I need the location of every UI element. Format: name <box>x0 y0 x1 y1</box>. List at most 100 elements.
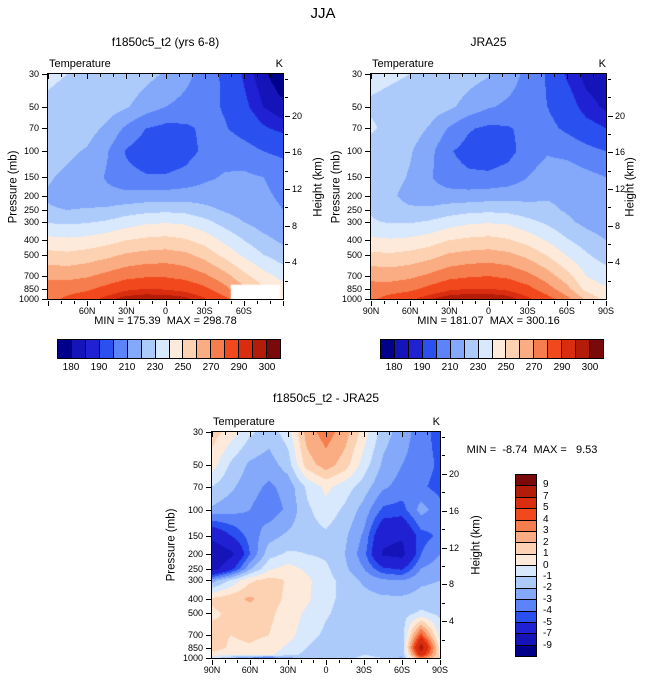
latitude-tick <box>256 74 258 77</box>
colorbar-box <box>127 340 142 358</box>
latitude-tick <box>100 74 102 77</box>
latitude-tick <box>300 659 302 663</box>
height-tick-label: 20 <box>292 110 303 121</box>
height-tick <box>284 115 290 117</box>
pressure-tick <box>205 535 211 537</box>
latitude-tick <box>423 300 425 304</box>
colorbar-box <box>516 475 536 487</box>
colorbar-box <box>71 340 86 358</box>
height-tick-label: 4 <box>292 257 298 268</box>
pressure-tick <box>205 568 211 570</box>
colorbar-box <box>422 340 437 358</box>
height-axis-title: Height (km) <box>470 515 483 575</box>
latitude-tick <box>243 74 245 79</box>
height-tick <box>284 262 290 264</box>
latitude-tick <box>313 659 315 663</box>
colorbar-label: 190 <box>90 362 108 373</box>
latitude-tick <box>592 300 594 304</box>
pressure-tick-label: 100 <box>346 146 362 157</box>
latitude-tick <box>338 432 340 435</box>
field-label: Temperature <box>49 58 111 70</box>
latitude-tick <box>178 300 180 304</box>
latitude-tick <box>288 432 289 437</box>
colorbar-box <box>506 340 521 358</box>
units-label: K <box>598 58 606 70</box>
latitude-tick <box>126 300 128 306</box>
latitude-tick <box>269 74 271 77</box>
latitude-tick <box>501 74 503 77</box>
colorbar-label: 230 <box>146 362 164 373</box>
latitude-tick <box>313 432 315 435</box>
latitude-tick <box>514 74 516 77</box>
colorbar-box <box>58 340 72 358</box>
latitude-tick <box>592 74 594 77</box>
colorbar-box <box>516 486 536 498</box>
colorbar-label: 4 <box>543 513 549 525</box>
colorbar-box <box>516 645 536 656</box>
height-tick <box>284 189 290 190</box>
pressure-tick-label: 850 <box>23 283 39 294</box>
colorbar-label: 7 <box>543 490 549 502</box>
pressure-tick <box>364 210 370 212</box>
pressure-tick <box>41 177 47 179</box>
pressure-tick <box>41 74 47 75</box>
latitude-tick-label: 90S <box>431 665 449 675</box>
latitude-tick <box>152 300 154 304</box>
pressure-tick-label: 300 <box>187 575 203 586</box>
latitude-tick <box>606 74 607 79</box>
height-tick <box>607 280 611 282</box>
latitude-tick <box>61 74 63 77</box>
latitude-tick <box>275 432 277 435</box>
pressure-tick <box>364 74 370 75</box>
pressure-tick-label: 1000 <box>18 294 39 304</box>
colorbar-box <box>516 520 536 532</box>
latitude-tick <box>414 659 416 663</box>
colorbar-box <box>516 554 536 566</box>
contour-plot-canvas <box>212 432 440 658</box>
latitude-tick <box>74 300 76 304</box>
colorbar-label: 210 <box>118 362 136 373</box>
latitude-tick <box>139 300 141 304</box>
height-tick <box>441 584 447 586</box>
pressure-tick-label: 1000 <box>182 653 203 663</box>
pressure-tick <box>205 658 211 659</box>
height-tick-label: 20 <box>449 468 460 479</box>
pressure-tick-label: 50 <box>192 459 203 470</box>
latitude-tick-label: 90N <box>362 306 380 316</box>
colorbar-label: -9 <box>543 639 552 651</box>
colorbar-box <box>381 340 395 358</box>
units-label: K <box>275 58 283 70</box>
pressure-tick <box>364 106 370 108</box>
latitude-tick <box>527 300 529 306</box>
colorbar-label: 210 <box>441 362 459 373</box>
colorbar-box <box>548 340 563 358</box>
latitude-tick <box>61 300 63 304</box>
latitude-tick <box>553 74 555 77</box>
latitude-tick <box>288 659 289 665</box>
latitude-tick <box>100 300 102 304</box>
latitude-tick <box>436 300 438 304</box>
latitude-tick <box>275 659 277 663</box>
pressure-tick <box>364 288 370 290</box>
latitude-tick <box>87 74 89 79</box>
latitude-tick <box>113 300 115 304</box>
latitude-tick <box>440 432 441 437</box>
latitude-tick <box>475 74 477 77</box>
latitude-tick-label: 90N <box>203 665 221 675</box>
latitude-tick <box>243 300 245 306</box>
height-tick <box>607 134 611 135</box>
latitude-tick <box>364 432 365 437</box>
latitude-tick <box>501 300 503 304</box>
latitude-tick <box>414 432 416 435</box>
pressure-tick <box>364 221 370 223</box>
pressure-tick <box>205 432 211 433</box>
colorbar-label: 9 <box>543 479 549 491</box>
latitude-tick <box>217 300 219 304</box>
pressure-tick-label: 150 <box>346 172 362 183</box>
latitude-tick-label: 60N <box>401 306 419 316</box>
latitude-tick <box>402 432 403 437</box>
latitude-tick-label: 90S <box>597 306 615 316</box>
height-tick-label: 12 <box>292 184 303 194</box>
latitude-tick <box>384 74 386 77</box>
latitude-tick <box>165 74 167 79</box>
